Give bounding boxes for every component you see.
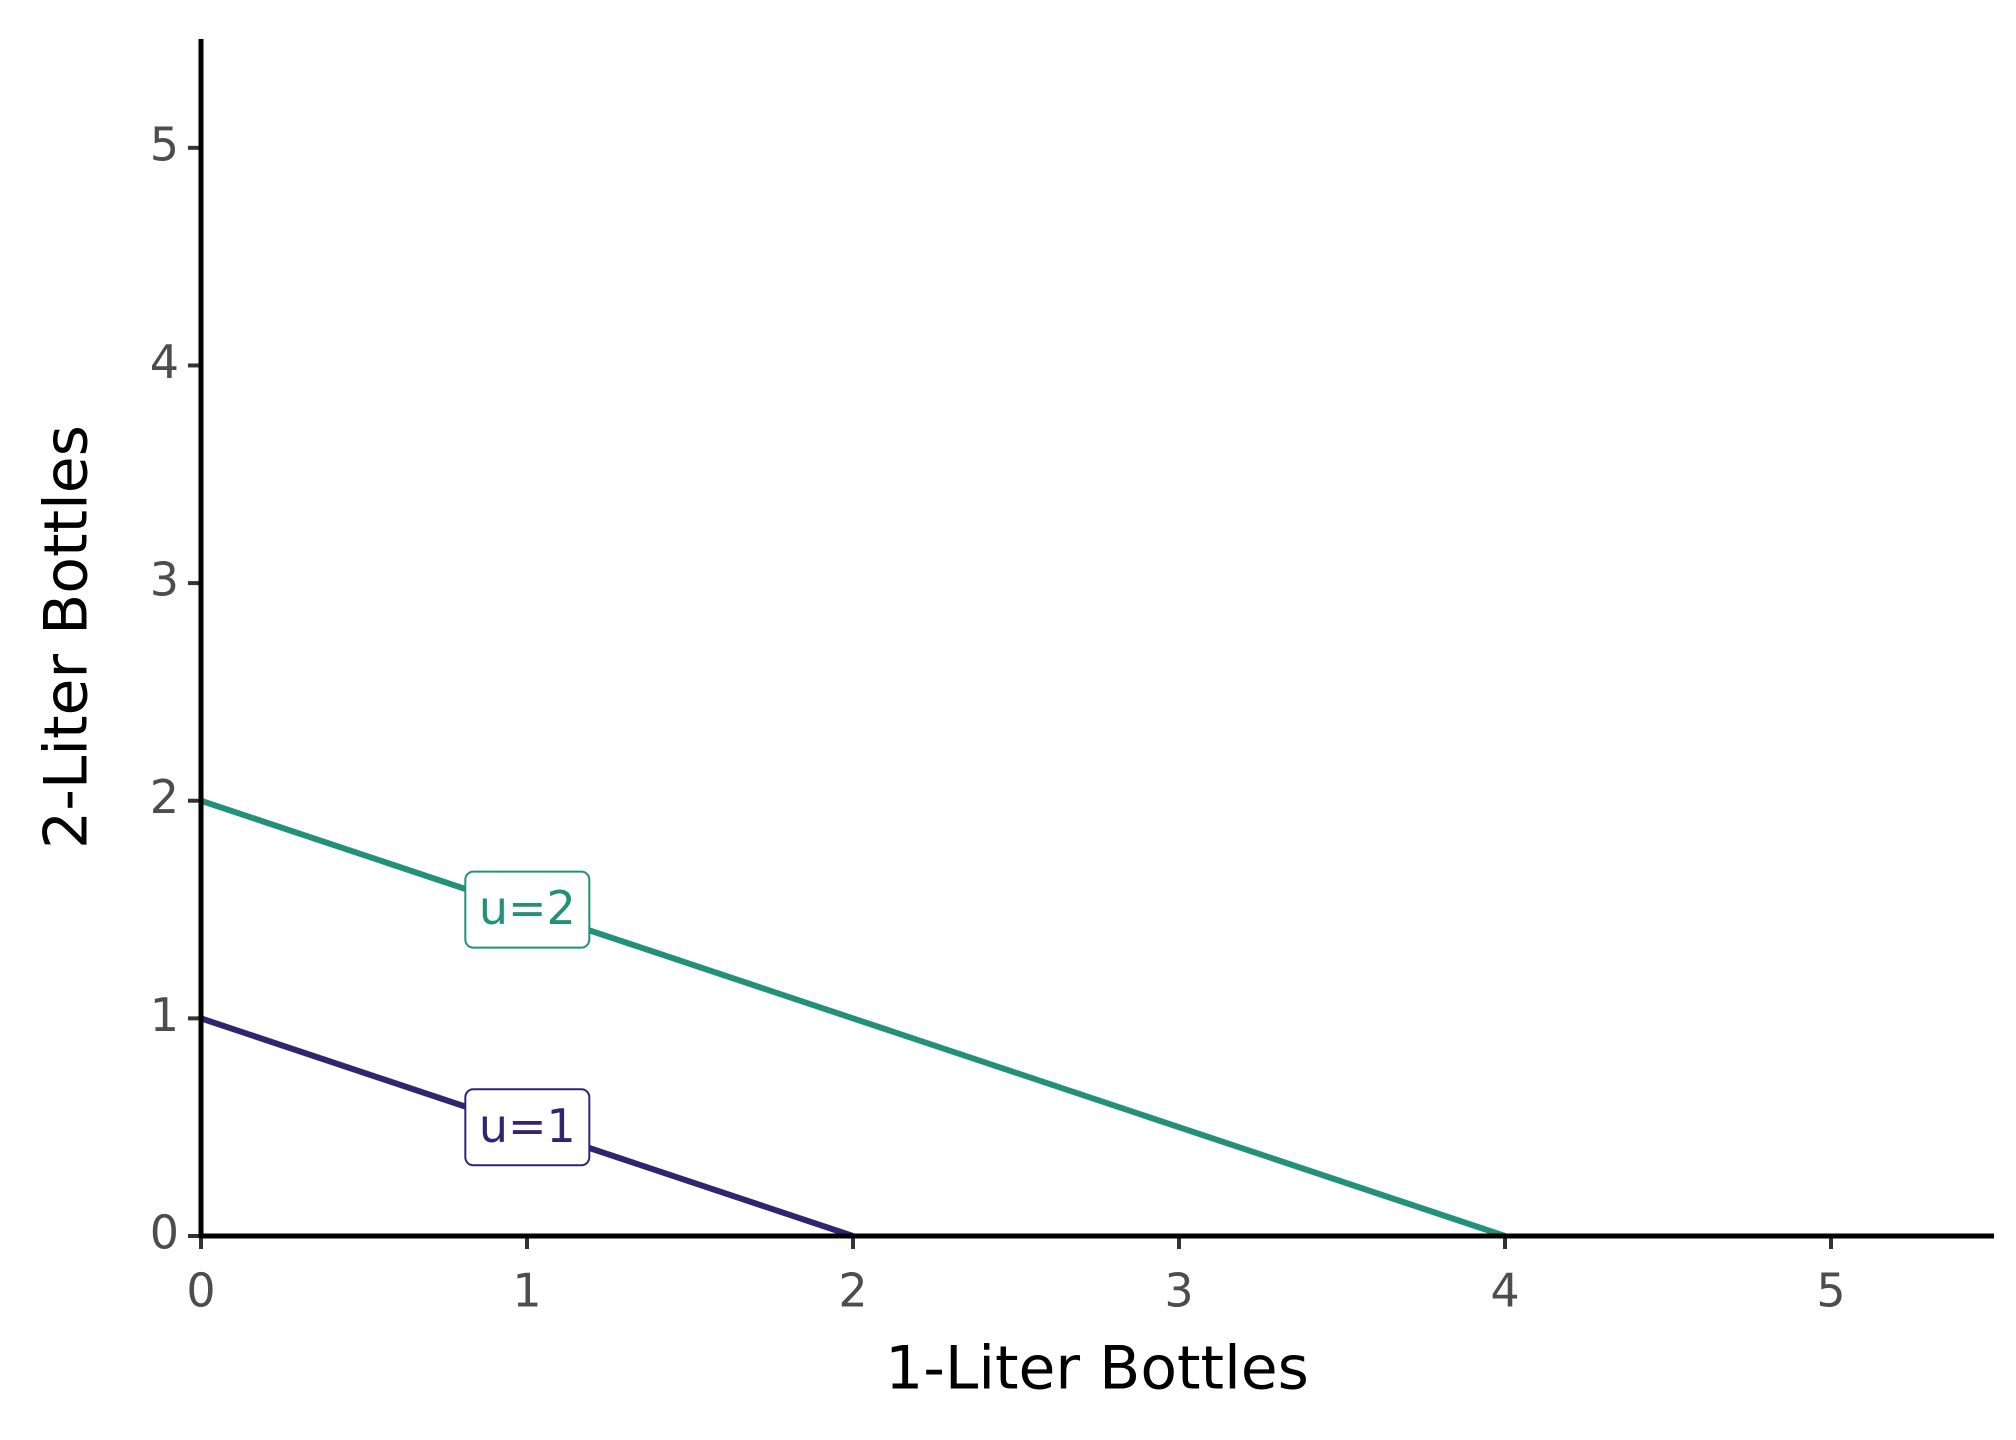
y-axis-title: 2-Liter Bottles <box>32 425 102 849</box>
label-text: u=2 <box>479 881 576 935</box>
series-label: u=1 <box>464 1088 591 1167</box>
x-tick-label: 2 <box>838 1264 867 1318</box>
series-label: u=2 <box>464 870 591 949</box>
label-box <box>464 870 591 949</box>
label-box <box>464 1088 591 1167</box>
label-text: u=1 <box>479 1099 576 1153</box>
y-tick-label: 2 <box>150 770 179 824</box>
y-tick-label: 1 <box>150 988 179 1042</box>
y-tick-label: 0 <box>150 1206 179 1260</box>
series-line <box>200 797 1506 1239</box>
y-tick-label: 5 <box>150 117 179 171</box>
x-tick-label: 1 <box>512 1264 541 1318</box>
y-tick-label: 3 <box>150 553 179 607</box>
x-tick-label: 3 <box>1164 1264 1193 1318</box>
x-axis-title: 1-Liter Bottles <box>885 1334 1309 1404</box>
x-tick-label: 5 <box>1816 1264 1845 1318</box>
x-tick-label: 4 <box>1490 1264 1519 1318</box>
x-tick-label: 0 <box>186 1264 215 1318</box>
y-tick-label: 4 <box>150 335 179 389</box>
